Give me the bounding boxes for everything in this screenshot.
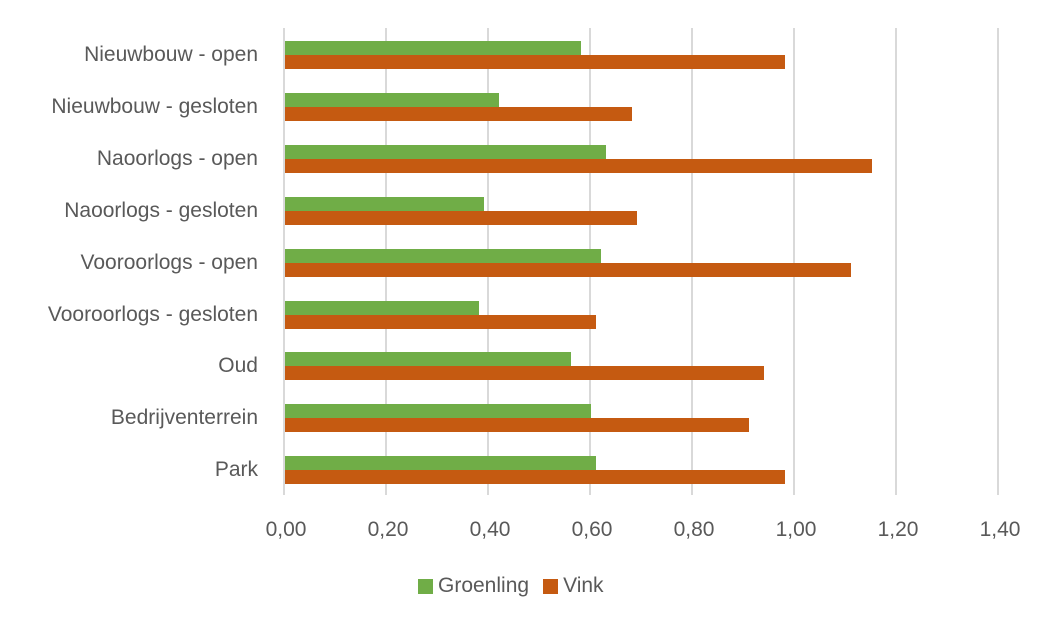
gridline (691, 28, 693, 495)
bar-vink (285, 366, 764, 381)
bar-vink (285, 470, 785, 485)
legend-item-groenling: Groenling (418, 574, 529, 598)
bar-groenling (285, 41, 581, 55)
bar-groenling (285, 300, 479, 315)
category-label: Park (214, 458, 258, 482)
bar-groenling (285, 196, 484, 211)
legend-label-vink: Vink (563, 574, 604, 597)
gridline (997, 28, 999, 495)
bar-groenling (285, 456, 596, 471)
category-label: Bedrijventerrein (110, 406, 258, 430)
category-label: Naoorlogs - open (96, 146, 258, 170)
legend-item-vink: Vink (543, 574, 604, 598)
category-label: Nieuwbouw - open (84, 43, 258, 66)
bar-vink (285, 314, 596, 329)
x-tick-label: 0,60 (571, 518, 613, 541)
x-tick-label: 1,40 (979, 518, 1021, 541)
legend-swatch-groenling (418, 578, 433, 594)
bar-groenling (285, 404, 591, 419)
bar-vink (285, 158, 872, 173)
x-tick-label: 0,80 (673, 518, 715, 541)
category-label: Nieuwbouw - gesloten (51, 94, 258, 118)
bar-groenling (285, 352, 571, 367)
bar-groenling (285, 144, 606, 159)
bar-vink (285, 418, 749, 433)
category-label: Vooroorlogs - gesloten (47, 302, 258, 326)
bar-vink (285, 55, 785, 69)
x-tick-label: 0,20 (367, 518, 409, 541)
bar-vink (285, 106, 632, 121)
bar-groenling (285, 248, 601, 263)
x-tick-label: 0,40 (469, 518, 511, 541)
category-label: Naoorlogs - gesloten (64, 198, 258, 222)
category-label: Oud (218, 354, 258, 378)
legend-label-groenling: Groenling (438, 574, 530, 597)
gridline (283, 28, 285, 495)
legend-swatch-vink (543, 578, 559, 594)
gridline (895, 28, 897, 495)
category-label: Vooroorlogs - open (80, 250, 258, 274)
x-tick-label: 1,20 (877, 518, 919, 541)
gridline (793, 28, 795, 495)
legend: Groenling Vink (418, 574, 618, 598)
bar-vink (285, 210, 637, 225)
x-tick-label: 1,00 (775, 518, 817, 541)
x-tick-label: 0,00 (265, 518, 307, 541)
bar-groenling (285, 92, 499, 107)
bar-vink (285, 262, 851, 277)
